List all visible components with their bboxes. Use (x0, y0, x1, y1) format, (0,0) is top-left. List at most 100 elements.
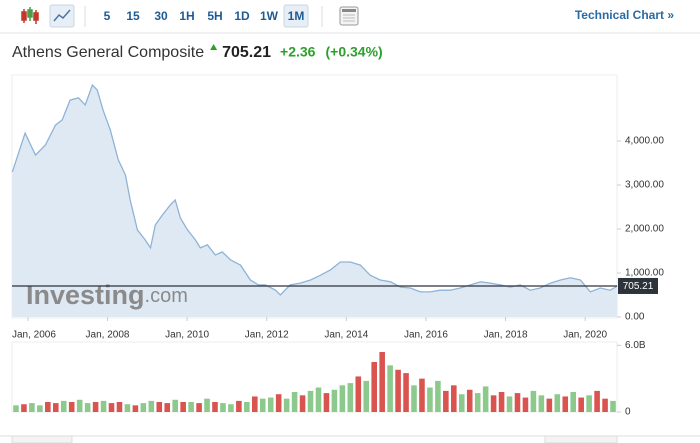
volume-bar (323, 393, 330, 412)
volume-bar (180, 402, 186, 412)
up-arrow (210, 44, 218, 50)
volume-bar (13, 405, 19, 412)
x-tick-label: Jan, 2008 (86, 330, 130, 341)
x-tick-label: Jan, 2010 (165, 330, 209, 341)
volume-bar (156, 402, 163, 412)
volume-bar (315, 387, 322, 412)
change-percent: (+0.34%) (325, 44, 382, 60)
x-tick-label: Jan, 2006 (12, 330, 56, 341)
volume-bar (275, 394, 282, 412)
volume-bar (570, 392, 577, 412)
volume-bar (196, 403, 202, 412)
volume-bar (228, 404, 234, 412)
candlestick-icon[interactable] (21, 7, 39, 24)
volume-bar (244, 402, 250, 412)
instrument-name: Athens General Composite (12, 44, 204, 61)
interval-button[interactable]: 1W (260, 9, 279, 23)
volume-bar (124, 404, 131, 412)
volume-bar (371, 362, 377, 412)
last-price: 705.21 (222, 44, 271, 61)
volume-bar (172, 399, 178, 412)
interval-button[interactable]: 1M (288, 9, 305, 23)
volume-bar (188, 402, 194, 412)
watermark-suffix: .com (145, 285, 188, 307)
volume-bar (474, 393, 481, 412)
area-fill (12, 85, 618, 317)
volume-bar (291, 392, 298, 412)
volume-bar (68, 402, 75, 412)
volume-bar (84, 403, 91, 412)
volume-bar (427, 387, 433, 412)
volume-bar (451, 385, 457, 412)
volume-bar (522, 397, 529, 412)
volume-bar (347, 383, 354, 412)
volume-bar (530, 390, 537, 412)
volume-bar (331, 389, 338, 412)
volume-bar (602, 398, 608, 412)
x-tick-label: Jan, 2018 (484, 330, 528, 341)
volume-bar (379, 352, 385, 412)
volume-bar (37, 405, 43, 412)
volume-bar (92, 402, 99, 412)
volume-bar (21, 404, 27, 412)
line-icon-box[interactable] (49, 4, 75, 28)
x-tick-label: Jan, 2012 (245, 330, 289, 341)
last-price-box (618, 277, 658, 294)
volume-bar (435, 380, 441, 412)
volume-bar (52, 403, 59, 412)
volume-bar (610, 400, 616, 412)
volume-bar (259, 398, 266, 412)
y-tick-label: 0 (625, 407, 631, 418)
volume-bar (411, 385, 417, 412)
overlay-layer: 0.00 1,000.00 2,000.00 3,000.00 4,000.00 Jan,… (12, 136, 664, 418)
volume-bar (594, 390, 600, 412)
volume-bar (45, 402, 51, 412)
volume-bar (355, 376, 362, 412)
volume-bar (220, 403, 226, 412)
volume-bar (100, 400, 107, 412)
volume-bar (29, 403, 35, 412)
x-tick-label: Jan, 2016 (404, 330, 448, 341)
x-tick-label: Jan, 2020 (563, 330, 607, 341)
volume-bar (363, 380, 370, 412)
interval-button[interactable]: 30 (154, 9, 168, 23)
bottom-tab[interactable] (544, 435, 618, 443)
interval-button[interactable]: 15 (126, 9, 140, 23)
interval-button[interactable]: 1H (179, 9, 194, 23)
volume-bar (307, 390, 314, 412)
x-tick-label: Jan, 2014 (324, 330, 368, 341)
change: +2.36 (280, 44, 316, 60)
volume-bar (140, 403, 147, 412)
volume-bar (482, 386, 489, 412)
volume-bar (299, 395, 306, 412)
volume-bar (578, 397, 584, 412)
volume-bar (419, 378, 425, 412)
volume-bar (76, 399, 83, 412)
volume-bar (236, 400, 242, 412)
volume-bar (148, 400, 155, 412)
volume-bar (204, 398, 210, 412)
interval-button[interactable]: 5 (104, 9, 111, 23)
volume-bar (395, 369, 401, 412)
interval-button[interactable]: 5H (207, 9, 222, 23)
y-tick-label: 3,000.00 (625, 180, 664, 191)
active-interval-box[interactable] (283, 4, 309, 28)
y-tick-label: 1,000.00 (625, 268, 664, 279)
volume-bar (458, 394, 465, 412)
volume-bar (108, 403, 115, 412)
volume-bar (586, 395, 592, 412)
volume-bar (403, 373, 409, 412)
volume-bar (283, 398, 290, 412)
volume-bar (506, 396, 513, 412)
technical-chart-link[interactable]: Technical Chart » (575, 8, 674, 22)
volume-bar (116, 402, 123, 412)
volume-bar (538, 395, 545, 412)
interval-button[interactable]: 1D (234, 9, 250, 23)
volume-bar (466, 389, 473, 412)
bottom-tab[interactable] (11, 435, 73, 443)
volume-bar (132, 405, 139, 412)
calendar-icon[interactable] (339, 6, 359, 26)
volume-bar (554, 394, 561, 412)
